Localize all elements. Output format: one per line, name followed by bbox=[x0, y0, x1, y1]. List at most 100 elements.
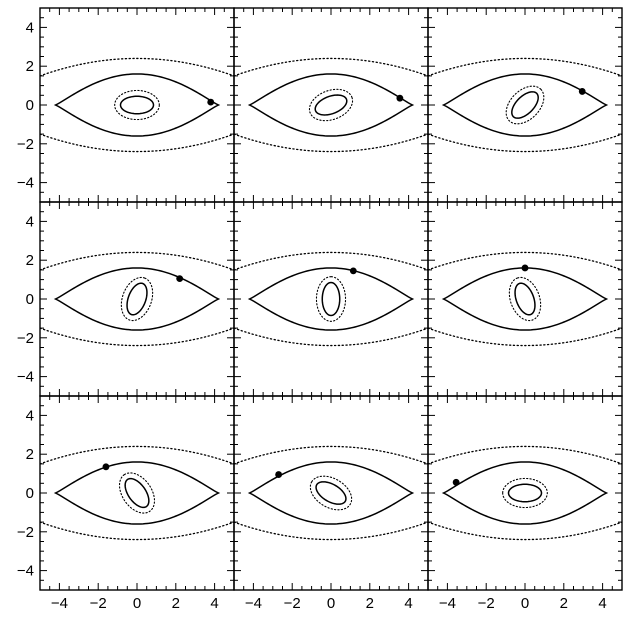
outer-caustic bbox=[247, 73, 415, 137]
inner-critical-curve bbox=[309, 475, 353, 511]
y-tick-label: 2 bbox=[26, 446, 34, 463]
inner-caustic bbox=[126, 282, 148, 316]
outer-caustic bbox=[441, 73, 609, 137]
x-tick-label: −2 bbox=[478, 595, 495, 612]
panel-frame bbox=[427, 201, 623, 397]
inner-critical-curve bbox=[114, 89, 160, 121]
panel-frame bbox=[233, 395, 429, 591]
outer-critical-curve-top bbox=[40, 251, 234, 271]
inner-critical-curve bbox=[308, 88, 354, 122]
inner-critical-curve bbox=[502, 477, 548, 509]
panel-frame bbox=[427, 7, 623, 203]
x-tick-label: 2 bbox=[366, 595, 374, 612]
outer-caustic bbox=[247, 461, 415, 525]
y-tick-label: −4 bbox=[17, 175, 34, 192]
panel-frame bbox=[39, 201, 235, 397]
x-tick-label: −4 bbox=[439, 595, 456, 612]
inner-caustic bbox=[321, 281, 341, 317]
panel-frame bbox=[39, 7, 235, 203]
panel-frame bbox=[233, 201, 429, 397]
panel-3 bbox=[427, 7, 623, 203]
outer-critical-curve-bottom bbox=[40, 133, 234, 153]
outer-caustic bbox=[53, 267, 221, 331]
outer-critical-curve-bottom bbox=[428, 133, 622, 153]
y-tick-label: 2 bbox=[26, 252, 34, 269]
x-tick-label: 0 bbox=[521, 595, 529, 612]
panel-5 bbox=[233, 201, 429, 397]
outer-caustic bbox=[441, 461, 609, 525]
source-point bbox=[396, 94, 404, 102]
panel-8 bbox=[233, 395, 429, 591]
source-point bbox=[207, 98, 215, 106]
x-tick-label: 2 bbox=[560, 595, 568, 612]
y-tick-label: 2 bbox=[26, 58, 34, 75]
outer-critical-curve-bottom bbox=[428, 327, 622, 347]
y-tick-label: 0 bbox=[26, 291, 34, 308]
panel-2 bbox=[233, 7, 429, 203]
y-tick-label: −2 bbox=[17, 524, 34, 541]
outer-caustic bbox=[441, 267, 609, 331]
y-tick-label: 4 bbox=[26, 213, 34, 230]
x-tick-label: 0 bbox=[327, 595, 335, 612]
y-tick-label: 4 bbox=[26, 407, 34, 424]
y-tick-label: −2 bbox=[17, 136, 34, 153]
inner-caustic bbox=[315, 481, 347, 505]
outer-critical-curve-bottom bbox=[40, 521, 234, 541]
x-tick-label: 4 bbox=[598, 595, 606, 612]
outer-critical-curve-top bbox=[40, 445, 234, 465]
source-point bbox=[275, 471, 283, 478]
tick-labels-layer: 4 2 0 −2 −4 4 2 0 −2 −4 4 2 0 −2 −4 −4 −2 0 2 4 −4 −2 0 2 4 −4 −2 0… bbox=[17, 19, 607, 612]
source-point bbox=[452, 478, 460, 486]
inner-critical-curve bbox=[118, 472, 156, 514]
x-tick-label: 4 bbox=[404, 595, 412, 612]
x-tick-label: −4 bbox=[245, 595, 262, 612]
source-point bbox=[349, 267, 357, 275]
outer-caustic bbox=[53, 73, 221, 137]
y-tick-label: 0 bbox=[26, 485, 34, 502]
y-tick-label: 0 bbox=[26, 97, 34, 114]
panel-frame bbox=[39, 395, 235, 591]
inner-caustic bbox=[119, 95, 155, 115]
y-tick-label: 4 bbox=[26, 19, 34, 36]
outer-critical-curve-bottom bbox=[234, 327, 428, 347]
outer-critical-curve-top bbox=[428, 445, 622, 465]
outer-critical-curve-bottom bbox=[428, 521, 622, 541]
y-tick-label: −4 bbox=[17, 563, 34, 580]
outer-critical-curve-bottom bbox=[40, 327, 234, 347]
outer-critical-curve-top bbox=[234, 57, 428, 77]
inner-critical-curve bbox=[120, 276, 154, 322]
inner-caustic bbox=[124, 477, 150, 509]
panel-frame bbox=[427, 395, 623, 591]
source-point bbox=[521, 264, 529, 272]
panels-layer bbox=[39, 7, 623, 591]
x-tick-label: −4 bbox=[51, 595, 68, 612]
panel-9 bbox=[427, 395, 623, 591]
outer-caustic bbox=[53, 461, 221, 525]
source-point bbox=[578, 88, 586, 95]
x-tick-label: 4 bbox=[210, 595, 218, 612]
outer-critical-curve-bottom bbox=[234, 133, 428, 153]
panel-1 bbox=[39, 7, 235, 203]
x-tick-label: 2 bbox=[172, 595, 180, 612]
panel-frame bbox=[233, 7, 429, 203]
outer-critical-curve-top bbox=[234, 445, 428, 465]
inner-critical-curve bbox=[508, 276, 542, 322]
inner-caustic bbox=[507, 483, 543, 503]
inner-caustic bbox=[511, 91, 539, 119]
outer-critical-curve-bottom bbox=[234, 521, 428, 541]
inner-caustic bbox=[314, 94, 348, 116]
x-tick-label: −2 bbox=[284, 595, 301, 612]
x-tick-label: −2 bbox=[90, 595, 107, 612]
y-tick-label: −2 bbox=[17, 330, 34, 347]
panel-4 bbox=[39, 201, 235, 397]
panel-7 bbox=[39, 395, 235, 591]
panel-6 bbox=[427, 201, 623, 397]
outer-critical-curve-top bbox=[40, 57, 234, 77]
x-tick-label: 0 bbox=[133, 595, 141, 612]
inner-caustic bbox=[514, 282, 536, 316]
outer-caustic bbox=[247, 267, 415, 331]
y-tick-label: −4 bbox=[17, 369, 34, 386]
inner-critical-curve bbox=[315, 276, 347, 322]
inner-critical-curve bbox=[505, 85, 545, 125]
